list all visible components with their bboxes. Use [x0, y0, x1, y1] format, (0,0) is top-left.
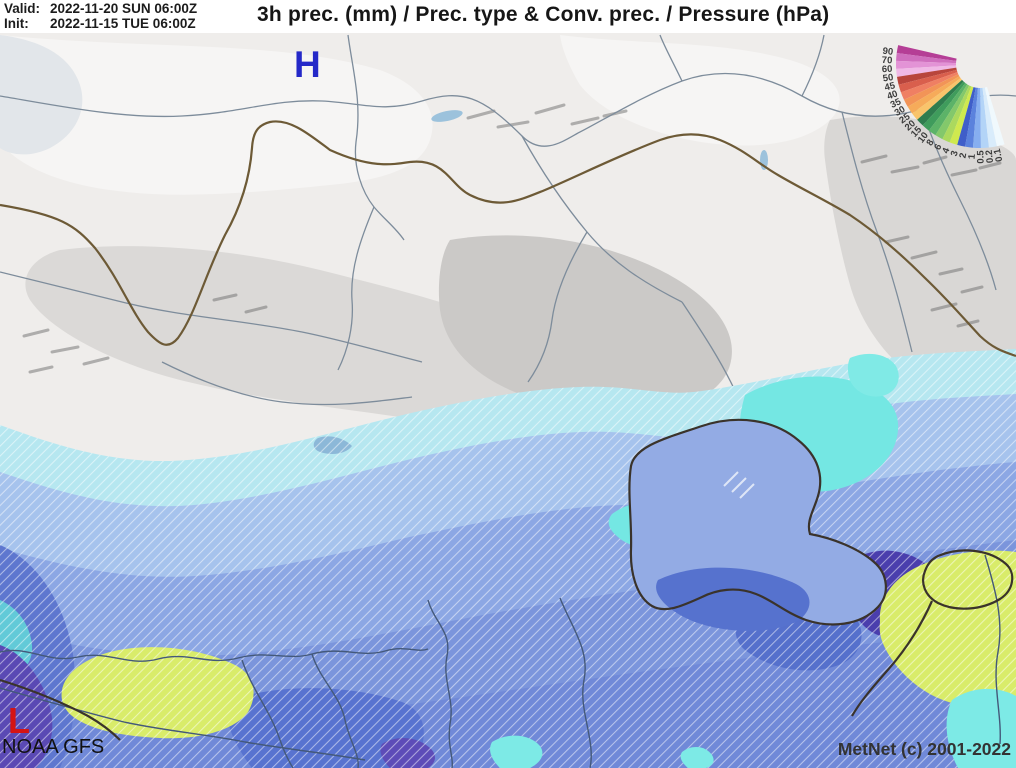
river-border-lines	[0, 34, 1016, 406]
init-time-line: Init: 2022-11-15 TUE 06:00Z	[4, 16, 197, 31]
pressure-isobar-line	[0, 120, 1016, 358]
init-value: 2022-11-15 TUE 06:00Z	[50, 16, 196, 31]
mountain-ridge-marks	[22, 103, 1002, 374]
copyright-label: MetNet (c) 2001-2022	[837, 739, 1011, 759]
contour-lines	[0, 418, 1014, 741]
lower-river-border-lines	[0, 554, 1001, 768]
run-metadata: Valid: 2022-11-20 SUN 06:00Z Init: 2022-…	[4, 1, 197, 31]
solid-precip-cells	[490, 353, 1016, 768]
model-source-label: NOAA GFS	[2, 736, 105, 758]
init-label: Init:	[4, 16, 29, 31]
valid-value: 2022-11-20 SUN 06:00Z	[50, 1, 198, 16]
valid-time-line: Valid: 2022-11-20 SUN 06:00Z	[4, 1, 197, 16]
valid-label: Valid:	[4, 1, 41, 16]
low-pressure-marker: L	[8, 700, 30, 741]
high-pressure-marker: H	[294, 44, 321, 85]
map-title: 3h prec. (mm) / Prec. type & Conv. prec.…	[257, 3, 830, 26]
